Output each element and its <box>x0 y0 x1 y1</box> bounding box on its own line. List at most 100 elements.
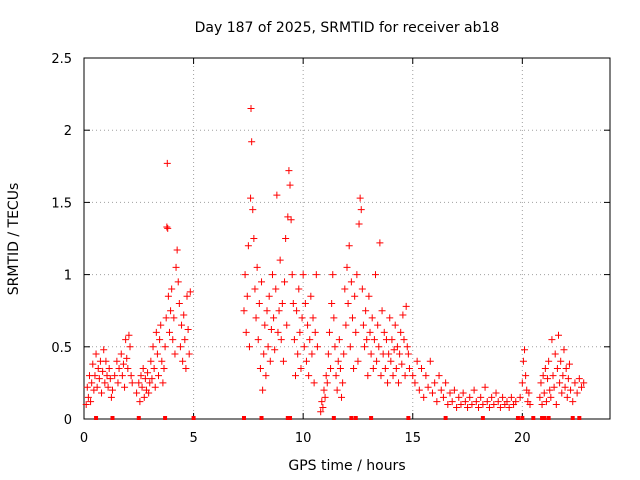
data-point <box>277 336 285 344</box>
baseline-marker <box>94 416 99 420</box>
data-point <box>356 194 364 202</box>
data-point <box>126 343 134 351</box>
data-point <box>278 299 286 307</box>
data-point <box>377 372 385 380</box>
data-point <box>384 379 392 387</box>
data-point <box>268 271 276 279</box>
plot-frame <box>83 57 611 420</box>
data-point <box>261 321 269 329</box>
data-point <box>389 372 397 380</box>
data-point <box>362 307 370 315</box>
data-point <box>149 343 157 351</box>
data-point <box>122 336 130 344</box>
data-point <box>297 364 305 372</box>
data-point <box>255 299 263 307</box>
data-point <box>272 285 280 293</box>
x-tick-label: 10 <box>295 431 312 446</box>
data-point <box>309 314 317 322</box>
data-point <box>298 314 306 322</box>
data-point <box>392 364 400 372</box>
data-point <box>306 336 314 344</box>
data-point <box>468 401 476 409</box>
data-point <box>453 403 461 411</box>
data-point <box>244 242 252 250</box>
data-point <box>552 401 560 409</box>
data-point <box>481 383 489 391</box>
data-point <box>115 364 123 372</box>
data-point <box>437 386 445 394</box>
data-point <box>363 336 371 344</box>
data-point <box>167 307 175 315</box>
data-point <box>123 354 131 362</box>
data-point <box>446 389 454 397</box>
grid <box>84 58 610 419</box>
data-point <box>422 372 430 380</box>
data-point <box>365 292 373 300</box>
data-point <box>537 379 545 387</box>
data-point <box>359 321 367 329</box>
data-point <box>275 307 283 315</box>
data-point <box>553 364 561 372</box>
data-point <box>155 372 163 380</box>
data-point <box>168 285 176 293</box>
data-point <box>375 343 383 351</box>
data-point <box>174 278 182 286</box>
data-point <box>475 403 482 411</box>
data-point <box>521 346 529 354</box>
data-point <box>289 299 297 307</box>
data-point <box>276 256 284 264</box>
data-point <box>565 360 573 368</box>
data-point <box>519 357 527 365</box>
data-point <box>450 386 458 394</box>
data-point <box>567 386 575 394</box>
data-point <box>311 328 319 336</box>
data-point <box>285 167 293 175</box>
data-point <box>250 235 258 242</box>
data-point <box>444 401 452 409</box>
data-point <box>403 343 411 351</box>
data-point <box>150 364 158 372</box>
data-point <box>327 364 335 372</box>
data-point <box>108 386 116 394</box>
data-point <box>366 328 374 336</box>
y-axis-title: SRMTID / TECUs <box>6 183 22 296</box>
baseline-marker <box>353 416 358 420</box>
data-point <box>180 311 188 319</box>
data-point <box>348 314 356 322</box>
y-tick-label: 2.5 <box>51 52 72 67</box>
data-point <box>405 364 413 372</box>
data-point <box>293 307 301 315</box>
data-point <box>345 242 353 250</box>
data-point <box>299 271 307 279</box>
data-point <box>290 336 298 344</box>
data-point <box>263 307 271 315</box>
data-point <box>354 357 362 365</box>
data-point <box>322 372 330 380</box>
data-point <box>83 383 91 391</box>
data-point <box>162 314 170 322</box>
data-point <box>274 328 282 336</box>
data-point <box>284 213 292 221</box>
data-point <box>573 389 581 397</box>
data-point <box>496 403 504 411</box>
data-point <box>135 379 143 387</box>
data-point <box>114 379 122 387</box>
data-point <box>551 350 559 358</box>
data-point <box>165 328 173 336</box>
baseline-marker <box>546 416 551 420</box>
data-point <box>113 357 121 365</box>
data-point <box>464 403 472 411</box>
data-point <box>124 364 132 372</box>
data-point <box>259 386 267 394</box>
data-point <box>145 389 153 397</box>
data-point <box>400 336 408 344</box>
y-tick-label: 2 <box>64 124 72 139</box>
data-point <box>160 364 168 372</box>
baseline-marker <box>406 416 411 420</box>
data-point <box>164 224 172 232</box>
data-point <box>317 408 325 416</box>
data-point <box>398 360 406 368</box>
data-point <box>472 398 480 406</box>
data-point <box>505 403 513 411</box>
x-tick-label: 20 <box>514 431 531 446</box>
